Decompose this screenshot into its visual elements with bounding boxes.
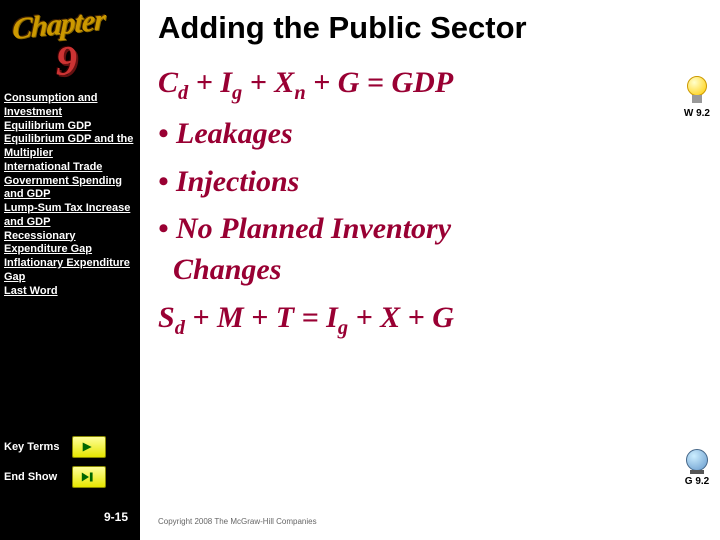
reference-top[interactable]: W 9.2 [684,76,710,119]
end-show-row: End Show [4,466,136,488]
bottom-nav: Key Terms End Show [4,436,136,496]
globe-icon [684,448,710,474]
bullet-item: • Leakages [158,113,706,154]
main-content: Adding the Public Sector Cd + Ig + Xn + … [140,0,720,540]
bullet-item: • No Planned Inventory Changes [158,208,706,291]
chapter-number: 9 [56,38,77,86]
key-terms-button[interactable] [72,436,106,458]
nav-link[interactable]: Lump-Sum Tax Increase and GDP [4,202,136,230]
equation-2: Sd + M + T = Ig + X + G [158,297,706,342]
lightbulb-icon [684,76,710,106]
nav-link[interactable]: Inflationary Expenditure Gap [4,257,136,285]
end-show-label: End Show [4,471,72,483]
nav-links: Consumption and Investment Equilibrium G… [4,92,136,298]
nav-link[interactable]: International Trade [4,161,136,175]
bullet-item: • Injections [158,161,706,202]
nav-link[interactable]: Recessionary Expenditure Gap [4,230,136,258]
reference-label: W 9.2 [684,108,710,119]
chapter-logo: Chapter 9 [4,6,136,84]
reference-label: G 9.2 [685,476,709,487]
slide-number: 9-15 [0,510,140,524]
copyright: Copyright 2008 The McGraw-Hill Companies [158,517,317,526]
play-icon [80,440,98,454]
slide-title: Adding the Public Sector [158,10,706,46]
equation-1: Cd + Ig + Xn + G = GDP [158,62,706,107]
nav-link[interactable]: Equilibrium GDP and the Multiplier [4,133,136,161]
nav-link[interactable]: Last Word [4,285,136,299]
slide-body: Cd + Ig + Xn + G = GDP • Leakages • Inje… [158,62,706,342]
nav-link[interactable]: Consumption and Investment [4,92,136,120]
skip-icon [80,470,98,484]
key-terms-label: Key Terms [4,441,72,453]
key-terms-row: Key Terms [4,436,136,458]
nav-link[interactable]: Equilibrium GDP [4,120,136,134]
sidebar: Chapter 9 Consumption and Investment Equ… [0,0,140,540]
end-show-button[interactable] [72,466,106,488]
reference-bottom[interactable]: G 9.2 [684,448,710,487]
nav-link[interactable]: Government Spending and GDP [4,175,136,203]
